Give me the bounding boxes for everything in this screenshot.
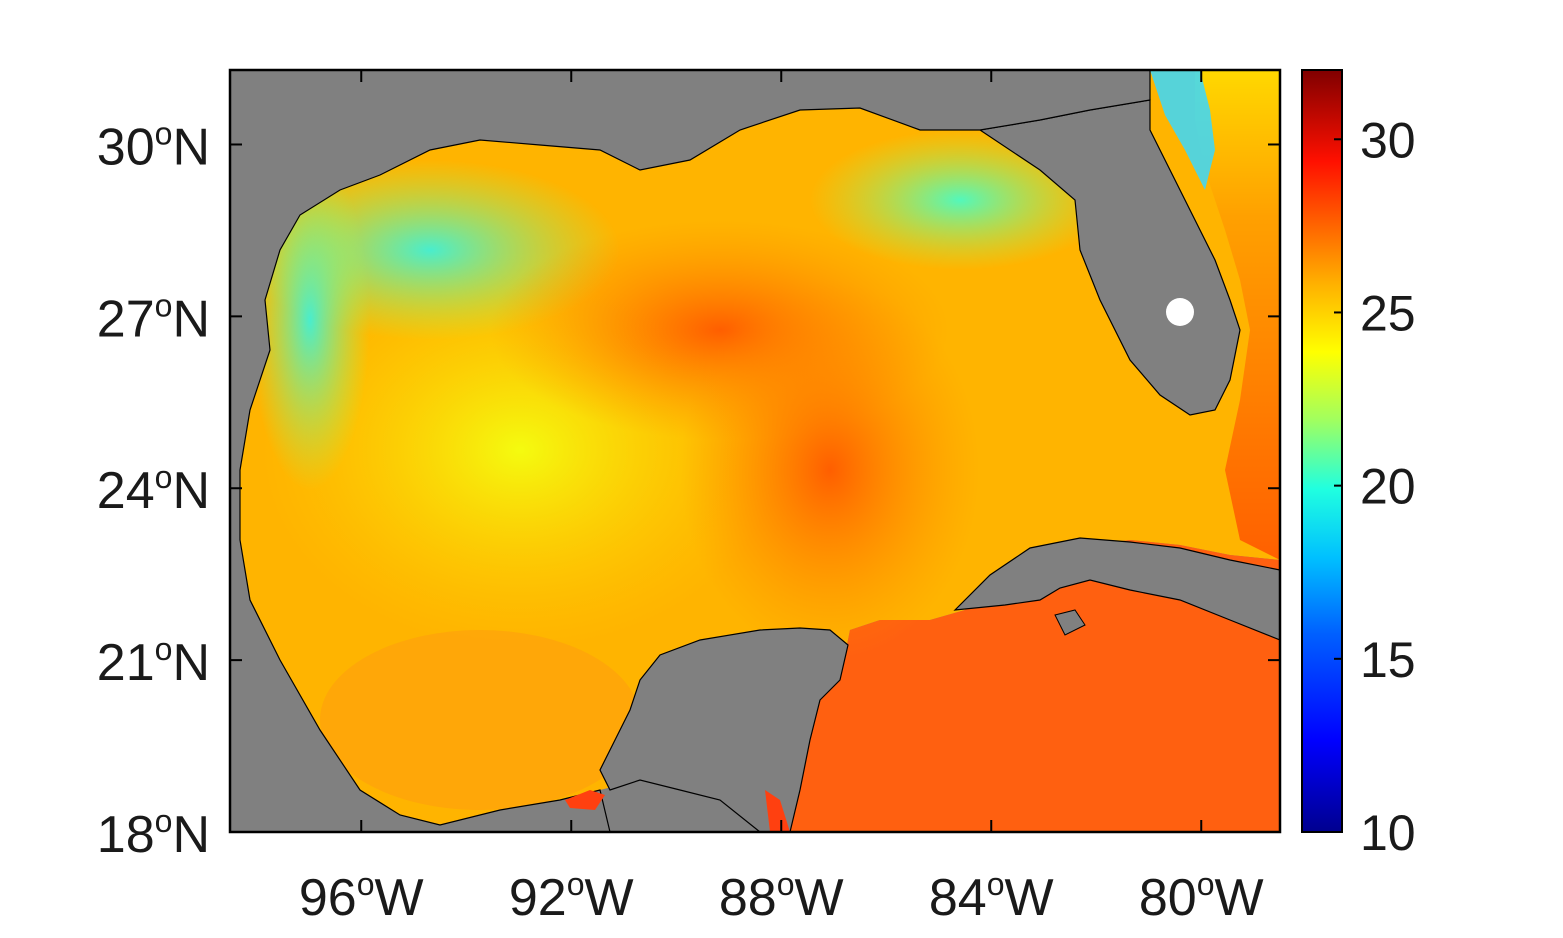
degree-symbol: o [357,866,375,902]
lon-tick-label: 80oW [1139,866,1264,927]
lon-tick-label-value: 80 [1139,869,1197,927]
us-gulf-coast-land [230,70,1151,832]
hemisphere-letter: N [172,806,210,864]
degree-symbol: o [155,459,173,495]
atlantic-cool-band [1150,70,1215,190]
colorbar-tick-label: 15 [1360,632,1416,688]
lon-tick-label: 96oW [299,866,424,927]
degree-symbol: o [155,287,173,323]
lat-tick-label-value: 18 [97,806,155,864]
lat-tick-label-value: 24 [97,462,155,520]
degree-symbol: o [155,803,173,839]
degree-symbol: o [1197,866,1215,902]
lon-tick-label-value: 88 [719,869,777,927]
hemisphere-letter: N [172,462,210,520]
map-frame [228,68,1282,834]
colorbar-tick-label: 30 [1360,112,1416,168]
lon-tick-label: 84oW [929,866,1054,927]
lat-tick-label: 18oN [97,803,210,864]
hemisphere-letter: W [585,869,634,927]
colorbar-gradient [1302,70,1342,832]
florida-land [978,99,1241,416]
hemisphere-letter: W [795,869,844,927]
lon-tick-label: 88oW [719,866,844,927]
degree-symbol: o [155,115,173,151]
degree-symbol: o [987,866,1005,902]
lon-tick-label-value: 92 [509,869,567,927]
lat-tick-label: 21oN [97,631,210,692]
colorbar-frame [1301,69,1343,833]
lat-tick-label-value: 27 [97,290,155,348]
lat-tick-label: 24oN [97,459,210,520]
lat-tick-label: 27oN [97,287,210,348]
longitude-axis: 96oW 92oW 88oW 84oW 80oW [299,70,1264,927]
lat-tick-label-value: 30 [97,118,155,176]
lat-tick-label-value: 21 [97,634,155,692]
yucatan-land [599,627,849,832]
chetumal-bay [765,790,790,832]
lon-tick-label-value: 96 [299,869,357,927]
colorbar-tick-label: 10 [1360,805,1416,861]
hemisphere-letter: W [375,869,424,927]
degree-symbol: o [567,866,585,902]
lon-tick-label-value: 84 [929,869,987,927]
degree-symbol: o [155,631,173,667]
colorbar-axis: 30 25 20 15 10 [1334,112,1416,861]
degree-symbol: o [777,866,795,902]
atlantic-water [1195,70,1280,560]
hemisphere-letter: N [172,290,210,348]
bay-of-campeche-warm [320,630,640,810]
terminos-lagoon [565,790,605,810]
hemisphere-letter: N [172,118,210,176]
lat-tick-label: 30oN [97,115,210,176]
caribbean-water [790,540,1280,832]
isla-de-la-juventud [1054,609,1086,636]
lon-tick-label: 92oW [509,866,634,927]
cuba-land [953,537,1280,641]
hemisphere-letter: W [1215,869,1264,927]
colorbar-tick-label: 25 [1360,285,1416,341]
hemisphere-letter: W [1005,869,1054,927]
map-plot-area [230,70,1280,832]
loop-current-south [680,280,980,660]
hemisphere-letter: N [172,634,210,692]
colorbar-tick-label: 20 [1360,459,1416,515]
lake-okeechobee [1166,298,1194,326]
